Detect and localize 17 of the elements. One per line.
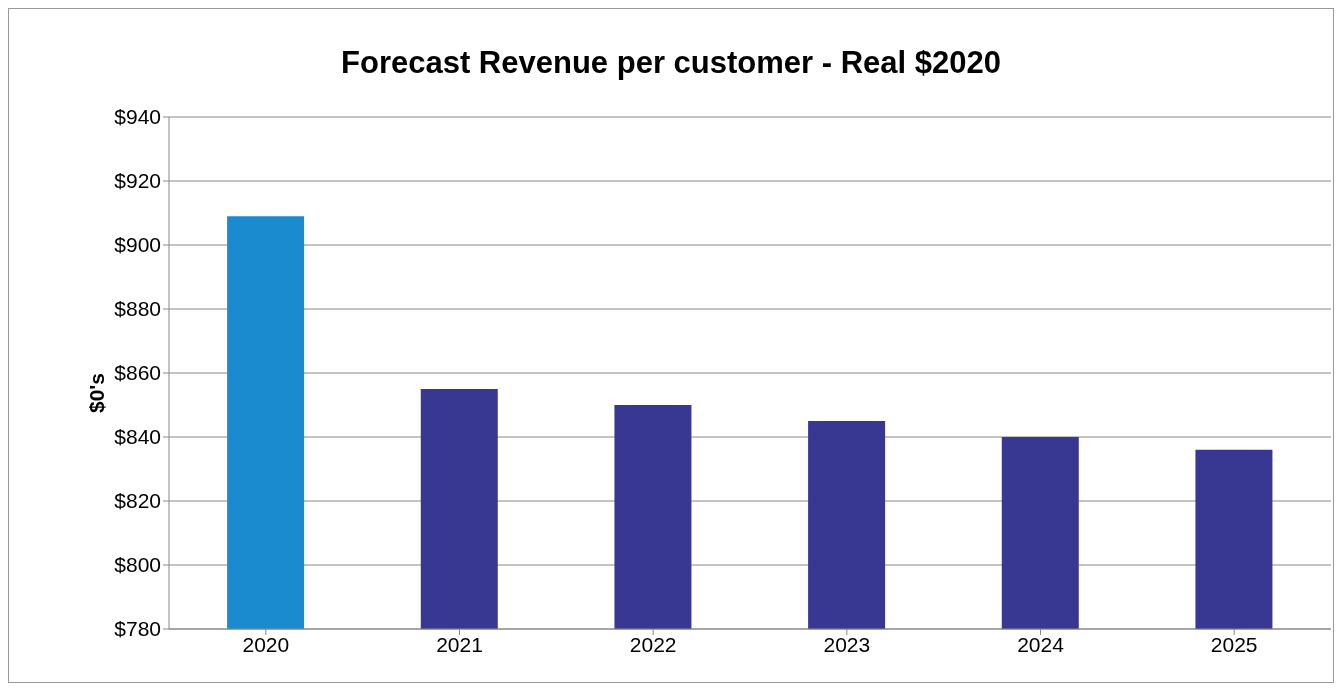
y-tick-label: $880	[114, 297, 161, 321]
y-tick-label: $840	[114, 425, 161, 449]
x-tick-label: 2022	[629, 632, 677, 656]
x-tick-label: 2024	[1017, 632, 1065, 656]
x-tick-label: 2020	[242, 632, 290, 656]
x-tick-label: 2025	[1210, 632, 1258, 656]
y-tick-label: $860	[114, 361, 161, 385]
y-tick-label: $780	[114, 617, 161, 641]
y-tick-label: $940	[114, 105, 161, 129]
y-tick-label: $920	[114, 169, 161, 193]
x-tick-label: 2023	[823, 632, 871, 656]
chart-title: Forecast Revenue per customer - Real $2020	[340, 45, 1002, 82]
y-tick-label: $820	[114, 489, 161, 513]
x-tick-label: 2021	[436, 632, 483, 656]
y-tick-label: $900	[114, 233, 161, 257]
y-tick-label: $800	[114, 553, 161, 577]
y-axis-title: $0's	[85, 373, 109, 414]
